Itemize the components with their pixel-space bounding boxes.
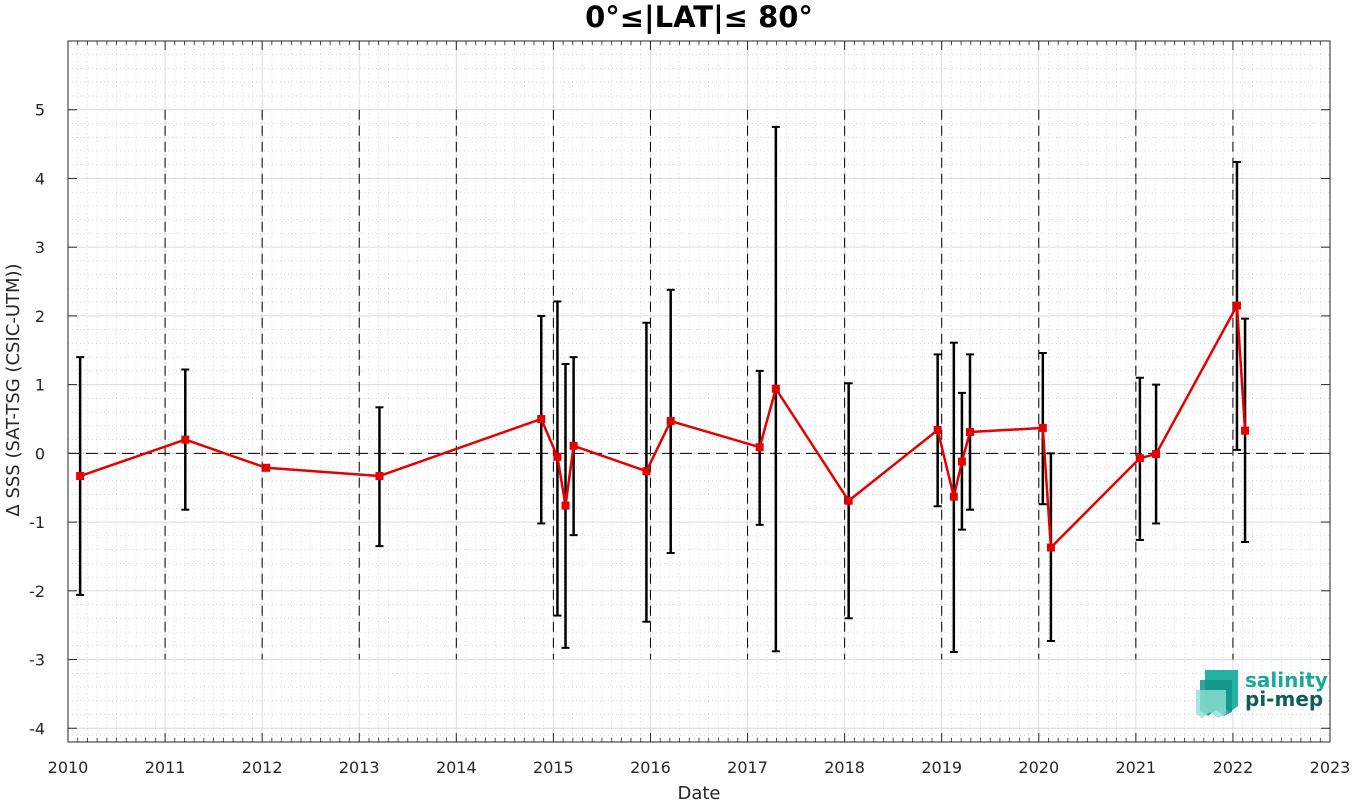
data-point	[949, 492, 958, 501]
salinity-pi-mep-logo: salinity pi-mep	[1196, 668, 1328, 718]
x-tick-label: 2022	[1213, 758, 1254, 777]
y-tick-label: -4	[29, 719, 45, 738]
y-tick-label: 3	[35, 238, 45, 257]
logo-text-pi-mep: pi-mep	[1245, 687, 1323, 711]
minor-grid	[68, 41, 1330, 742]
x-tick-label: 2013	[339, 758, 380, 777]
x-tick-label: 2019	[921, 758, 962, 777]
x-tick-label: 2018	[824, 758, 865, 777]
data-point	[1232, 301, 1241, 310]
x-tick-label: 2023	[1310, 758, 1351, 777]
data-point	[642, 467, 651, 476]
data-point	[1038, 423, 1047, 432]
data-point	[957, 457, 966, 466]
x-tick-label: 2016	[630, 758, 671, 777]
axes	[67, 40, 1331, 743]
x-tick-label: 2010	[48, 758, 89, 777]
data-point	[181, 435, 190, 444]
y-tick-label: -3	[29, 651, 45, 670]
data-point	[375, 472, 384, 481]
y-tick-label: 0	[35, 444, 45, 463]
x-tick-label: 2011	[145, 758, 186, 777]
y-tick-label: -2	[29, 582, 45, 601]
data-point	[666, 417, 675, 426]
data-point	[1241, 426, 1250, 435]
x-tick-label: 2021	[1115, 758, 1156, 777]
x-tick-label: 2020	[1018, 758, 1059, 777]
y-tick-label: -1	[29, 513, 45, 532]
x-tick-label: 2017	[727, 758, 768, 777]
year-separators	[164, 109, 1234, 660]
y-tick-label: 5	[35, 101, 45, 120]
x-tick-label: 2015	[533, 758, 574, 777]
y-tick-label: 1	[35, 376, 45, 395]
data-point	[966, 428, 975, 437]
x-tick-labels: 2010 2011 2012 2013 2014 2015 2016 2017 2018 2019…	[48, 758, 1351, 777]
data-point	[1135, 454, 1144, 463]
data-point	[537, 414, 546, 423]
data-point	[933, 425, 942, 434]
x-tick-label: 2012	[242, 758, 283, 777]
data-markers	[76, 301, 1250, 552]
logo-text-salinity: salinity	[1245, 668, 1328, 692]
data-point	[771, 384, 780, 393]
y-axis-title: Δ SSS (SAT-TSG (CSIC-UTM))	[3, 263, 24, 516]
y-tick-label: 4	[35, 169, 45, 188]
data-point	[1152, 450, 1161, 459]
data-point	[553, 452, 562, 461]
data-point	[76, 472, 85, 481]
y-tick-label: 2	[35, 307, 45, 326]
data-point	[755, 443, 764, 452]
y-tick-labels: 5 4 3 2 1 0 -1 -2 -3 -4	[29, 101, 45, 739]
logo-wave-icon	[1196, 670, 1238, 718]
data-point	[262, 463, 271, 472]
x-axis-title: Date	[677, 783, 720, 801]
data-point	[569, 441, 578, 450]
data-point	[1046, 543, 1055, 552]
data-point	[561, 501, 570, 510]
chart-title: 0°≤|LAT|≤ 80°	[585, 0, 813, 34]
x-tick-label: 2014	[436, 758, 477, 777]
data-point	[844, 496, 853, 505]
